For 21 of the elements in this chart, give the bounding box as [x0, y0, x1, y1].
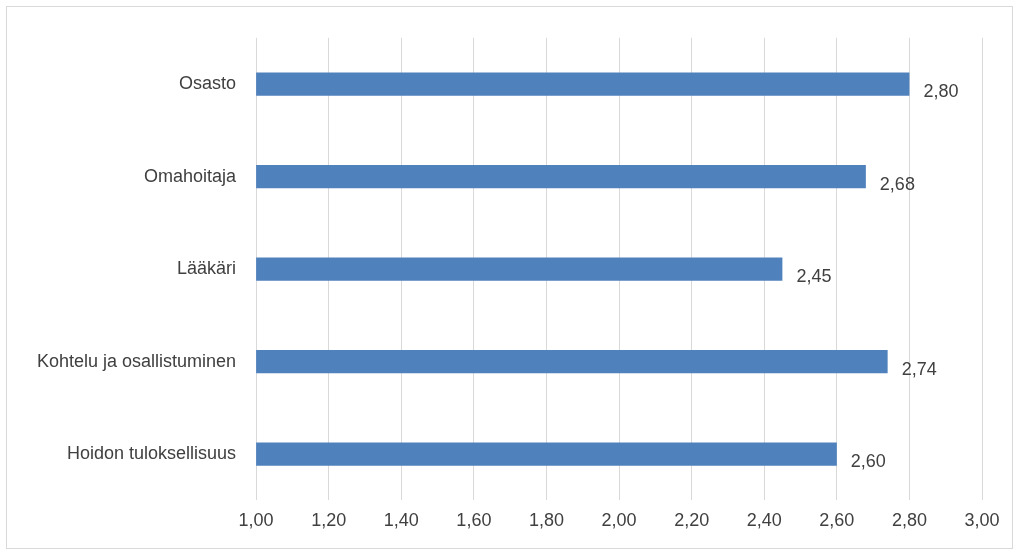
y-tick-label: Kohtelu ja osallistuminen [36, 350, 237, 371]
data-label: 2,68 [879, 173, 915, 194]
data-label: 2,45 [796, 266, 832, 287]
x-tick-label: 3,00 [964, 510, 1000, 531]
data-label: 2,74 [901, 358, 937, 379]
y-tick-label: Hoidon tuloksellisuus [67, 443, 237, 464]
data-label: 2,80 [923, 81, 959, 102]
x-tick-label: 2,60 [819, 510, 855, 531]
x-tick-label: 2,00 [601, 510, 637, 531]
x-tick-label: 2,20 [674, 510, 710, 531]
x-tick-label: 2,40 [746, 510, 782, 531]
x-tick-label: 1,60 [456, 510, 492, 531]
x-tick-label: 1,40 [383, 510, 419, 531]
x-tick-label: 1,20 [311, 510, 347, 531]
y-tick-label: Omahoitaja [144, 165, 238, 186]
data-label: 2,60 [850, 451, 886, 472]
x-tick-label: 2,80 [891, 510, 927, 531]
y-tick-label: Lääkäri [177, 258, 237, 279]
y-tick-label: Osasto [179, 73, 237, 94]
x-tick-label: 1,00 [238, 510, 274, 531]
x-tick-label: 1,80 [528, 510, 564, 531]
